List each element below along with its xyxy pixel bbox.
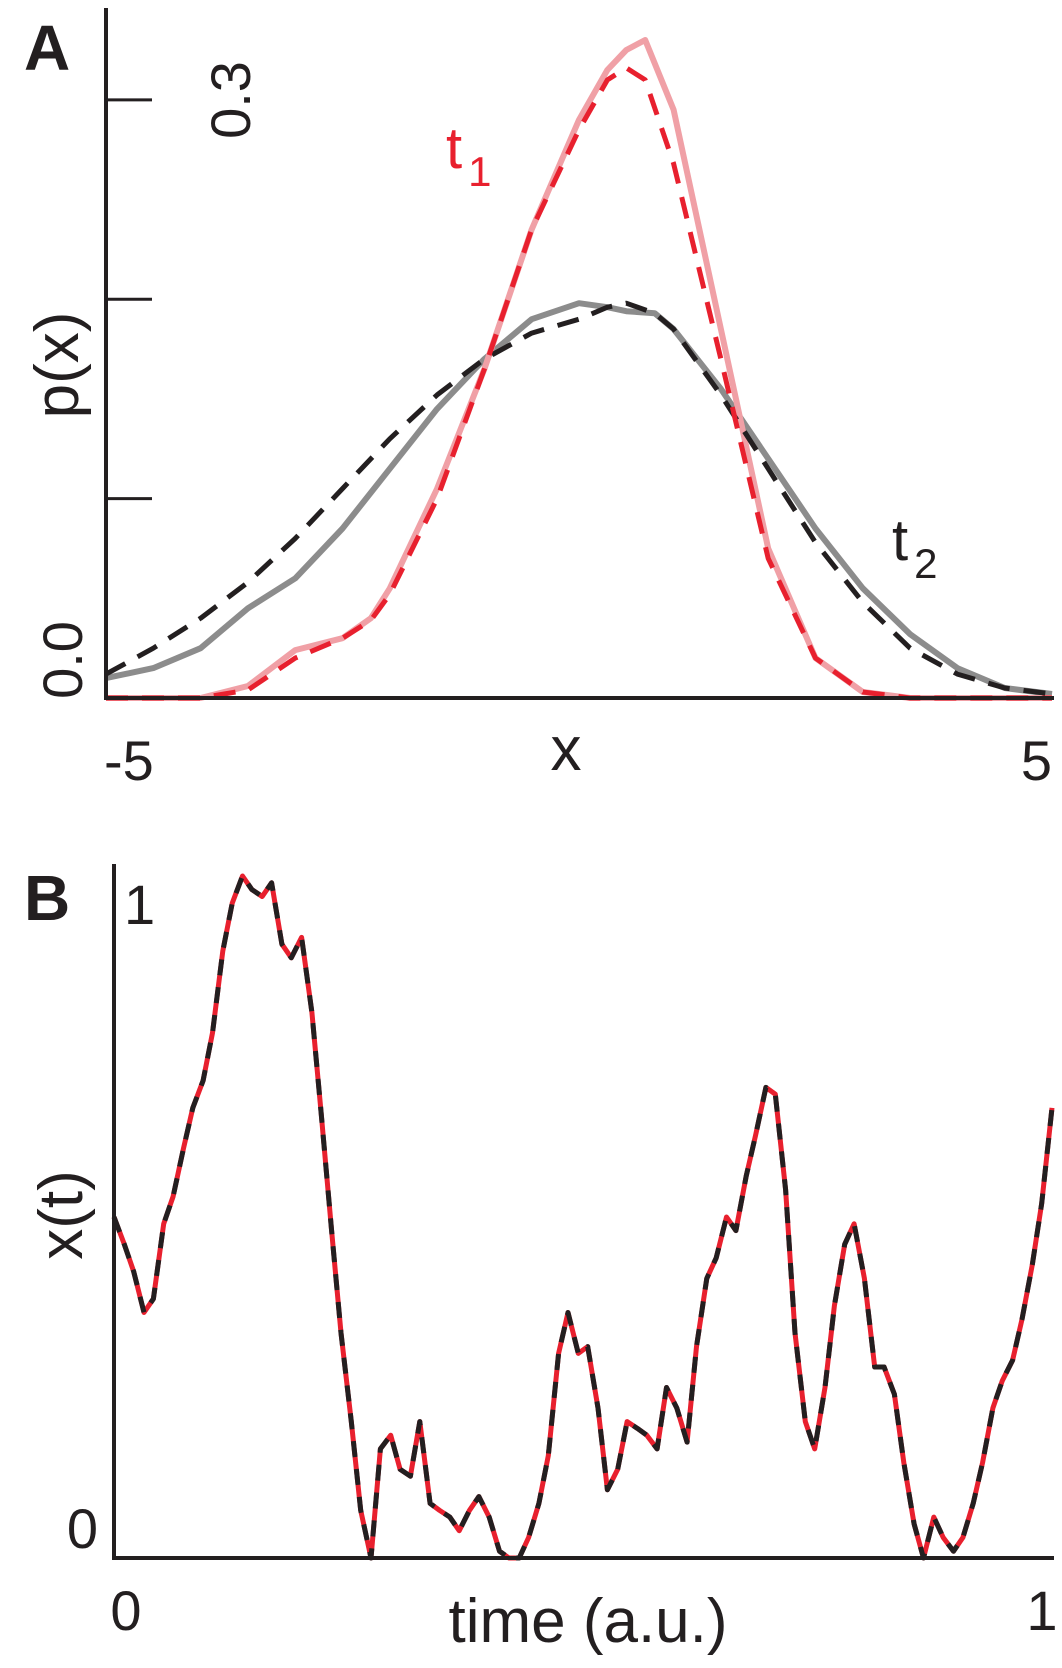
panel-b-x-tick-label-max: 1 <box>1026 1579 1057 1642</box>
panel-b-y-tick-label-max: 1 <box>124 873 155 936</box>
panel-a-y-tick-label-max: 0.3 <box>199 61 262 139</box>
panel-b-y-axis-label: x(t) <box>27 1170 96 1260</box>
panel-b-x-axis-label: time (a.u.) <box>448 1587 727 1656</box>
series-label-t2-main: t <box>892 508 908 573</box>
panel-b-series-dashed <box>111 873 1055 1561</box>
series-label-t1-main: t <box>446 116 462 181</box>
panel-a-x-tick-label-max: 5 <box>1021 729 1052 792</box>
panel-a-series-t1-fit <box>106 65 1052 701</box>
panel-a-curves <box>104 37 1053 701</box>
panel-a-series-t2 <box>105 300 1053 697</box>
panel-a-letter: A <box>24 12 70 84</box>
panel-b-series-solid <box>111 873 1055 1561</box>
panel-a-x-axis-label: x <box>551 715 582 784</box>
panel-a-y-axis-label: p(x) <box>23 312 92 419</box>
panel-b-x-tick-label-min: 0 <box>110 1579 141 1642</box>
panel-b: B 1 0 x(t) 0 1 time (a.u.) <box>24 862 1058 1656</box>
series-label-t1-sub: 1 <box>468 148 491 195</box>
panel-b-curves <box>111 873 1055 1561</box>
panel-a-x-tick-label-min: -5 <box>104 729 154 792</box>
panel-b-y-tick-label-min: 0 <box>67 1497 98 1560</box>
panel-a-y-tick-label-min: 0.0 <box>31 621 94 699</box>
panel-b-letter: B <box>24 862 70 934</box>
panel-a-series-t2-fit <box>104 300 1053 697</box>
panel-a-y-ticks <box>106 98 152 501</box>
series-label-t2-sub: 2 <box>914 540 937 587</box>
